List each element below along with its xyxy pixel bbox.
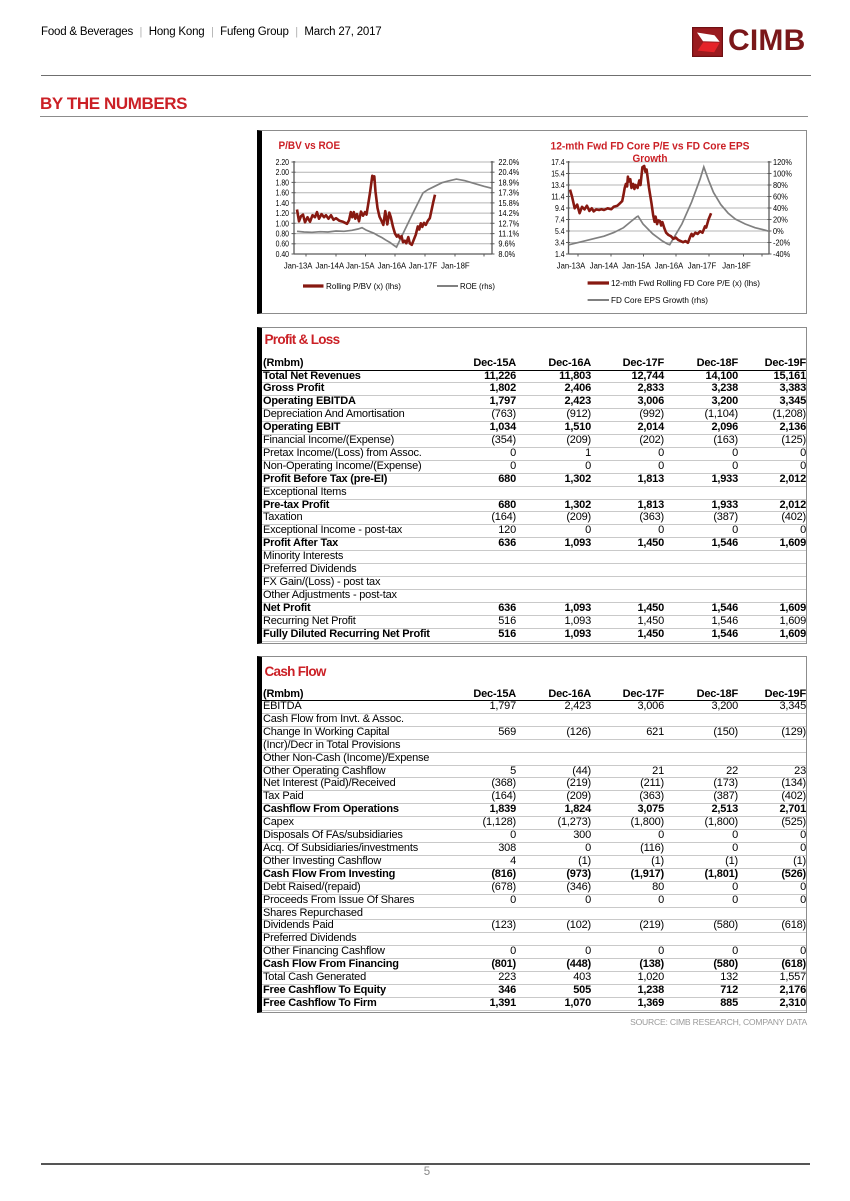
svg-text:120%: 120% xyxy=(773,158,792,167)
svg-text:Jan-18F: Jan-18F xyxy=(722,262,751,271)
svg-text:1.00: 1.00 xyxy=(276,219,290,228)
svg-text:60%: 60% xyxy=(773,193,788,202)
svg-text:ROE (rhs): ROE (rhs) xyxy=(460,282,495,291)
svg-text:80%: 80% xyxy=(773,181,788,190)
svg-text:-40%: -40% xyxy=(773,250,790,259)
svg-text:Jan-13A: Jan-13A xyxy=(557,262,586,271)
svg-text:13.4: 13.4 xyxy=(551,181,565,190)
svg-text:Jan-18F: Jan-18F xyxy=(441,262,470,271)
svg-text:11.1%: 11.1% xyxy=(498,230,519,239)
svg-text:0.40: 0.40 xyxy=(276,250,290,259)
svg-text:Jan-17F: Jan-17F xyxy=(688,262,717,271)
svg-text:1.60: 1.60 xyxy=(276,189,290,198)
svg-text:20%: 20% xyxy=(773,216,788,225)
svg-text:12-mth Fwd FD Core P/E vs FD C: 12-mth Fwd FD Core P/E vs FD Core EPS xyxy=(551,141,750,153)
svg-text:17.3%: 17.3% xyxy=(498,189,519,198)
svg-text:P/BV vs ROE: P/BV vs ROE xyxy=(279,140,341,152)
svg-text:12.7%: 12.7% xyxy=(498,219,519,228)
svg-text:Rolling P/BV (x) (lhs): Rolling P/BV (x) (lhs) xyxy=(326,282,401,291)
svg-text:18.9%: 18.9% xyxy=(498,178,519,187)
svg-text:Jan-15A: Jan-15A xyxy=(346,262,375,271)
svg-text:20.4%: 20.4% xyxy=(498,168,519,177)
svg-text:Jan-17F: Jan-17F xyxy=(409,262,438,271)
svg-text:0.80: 0.80 xyxy=(276,230,290,239)
svg-text:Jan-14A: Jan-14A xyxy=(316,262,345,271)
svg-text:7.4: 7.4 xyxy=(555,216,565,225)
svg-text:40%: 40% xyxy=(773,204,788,213)
svg-text:22.0%: 22.0% xyxy=(498,158,519,167)
svg-text:100%: 100% xyxy=(773,170,792,179)
svg-text:Growth: Growth xyxy=(633,153,668,165)
svg-text:8.0%: 8.0% xyxy=(498,250,515,259)
svg-text:2.20: 2.20 xyxy=(276,158,290,167)
svg-text:1.80: 1.80 xyxy=(276,178,290,187)
svg-text:2.00: 2.00 xyxy=(276,168,290,177)
svg-text:5.4: 5.4 xyxy=(555,227,565,236)
svg-text:11.4: 11.4 xyxy=(551,193,565,202)
svg-text:Jan-14A: Jan-14A xyxy=(590,262,619,271)
svg-text:Jan-13A: Jan-13A xyxy=(284,262,313,271)
svg-text:15.4: 15.4 xyxy=(551,170,565,179)
svg-text:17.4: 17.4 xyxy=(551,158,565,167)
svg-text:0%: 0% xyxy=(773,227,784,236)
svg-text:FD Core EPS Growth (rhs): FD Core EPS Growth (rhs) xyxy=(611,296,708,305)
svg-text:Jan-15A: Jan-15A xyxy=(622,262,651,271)
svg-text:1.40: 1.40 xyxy=(276,199,290,208)
svg-text:3.4: 3.4 xyxy=(555,239,565,248)
svg-text:Jan-16A: Jan-16A xyxy=(655,262,684,271)
svg-text:1.20: 1.20 xyxy=(276,209,290,218)
svg-text:Jan-16A: Jan-16A xyxy=(378,262,407,271)
svg-text:-20%: -20% xyxy=(773,239,790,248)
svg-text:9.6%: 9.6% xyxy=(498,240,515,249)
svg-text:12-mth Fwd Rolling FD Core P/E: 12-mth Fwd Rolling FD Core P/E (x) (lhs) xyxy=(611,279,760,288)
svg-text:15.8%: 15.8% xyxy=(498,199,519,208)
svg-text:14.2%: 14.2% xyxy=(498,209,519,218)
svg-text:1.4: 1.4 xyxy=(555,250,565,259)
svg-text:9.4: 9.4 xyxy=(555,204,565,213)
svg-text:0.60: 0.60 xyxy=(276,240,290,249)
